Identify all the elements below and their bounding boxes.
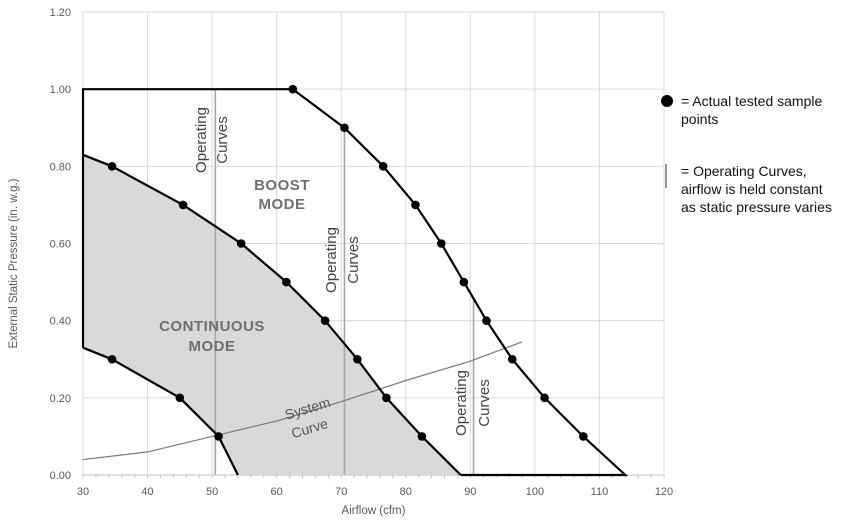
boost-mode-outline [81,88,629,477]
operating-label-1b: Curves [214,116,231,164]
continuous-label-line2: MODE [189,338,236,355]
tested-point [107,354,117,364]
legend-points-text: = Actual tested sample points [681,93,823,127]
black-dot-icon [661,95,673,107]
x-tick-labels: 30 40 50 60 70 80 90 100 110 120 [77,486,673,498]
tested-point [579,432,588,441]
operating-label-2b: Curves [345,236,362,284]
tested-point [540,393,549,403]
boost-label-line2: MODE [259,196,306,213]
tested-point [378,162,388,171]
y-tick-label: 0.80 [50,161,71,173]
tested-point [340,123,349,133]
x-axis-title: Airflow (cfm) [342,505,406,517]
operating-label-1a: Operating [193,107,210,173]
x-tick-label: 80 [400,486,412,498]
tested-point [417,432,427,441]
tested-point [382,393,391,403]
tested-point [282,277,291,287]
tested-point [288,84,298,94]
operating-label-3b: Curves [476,379,493,427]
x-tick-label: 50 [206,486,218,498]
boost-label-line1: BOOST [254,177,310,194]
y-tick-label: 0.20 [50,393,71,405]
continuous-label-line1: CONTINUOUS [159,318,265,335]
tested-point [507,354,517,364]
tested-points [107,84,588,441]
y-tick-label: 0.60 [50,239,71,251]
tested-point [175,393,185,403]
tested-point [436,239,446,248]
legend-curves-text: = Operating Curves, airflow is held cons… [681,163,832,215]
tested-point [482,316,491,325]
tested-point [320,316,330,325]
y-axis-title: External Static Pressure (in. w.g.) [8,178,20,348]
y-tick-label: 0.40 [50,316,71,328]
operating-label-3a: Operating [453,370,470,436]
operating-label-2a: Operating [323,227,340,293]
x-tick-label: 100 [526,486,544,498]
y-tick-label: 0.00 [50,470,71,482]
x-tick-label: 30 [77,486,89,498]
x-tick-label: 90 [464,486,476,498]
x-tick-label: 60 [271,486,283,498]
system-curve [82,341,523,461]
vertical-line-icon [665,164,667,188]
x-tick-label: 120 [655,486,673,498]
x-tick-label: 40 [141,486,153,498]
y-tick-labels: 0.00 0.20 0.40 0.60 0.80 1.00 1.20 [50,7,71,482]
x-tick-label: 110 [591,486,609,498]
tested-point [353,354,362,364]
tested-point [459,277,469,287]
y-tick-label: 1.00 [50,84,71,96]
tested-point [107,162,117,171]
continuous-upper-curve [82,153,462,476]
tested-point [411,200,420,210]
y-tick-label: 1.20 [50,7,71,19]
x-tick-label: 70 [335,486,347,498]
tested-point [236,239,246,248]
tested-point [178,200,188,210]
operating-curve-lines [214,89,475,475]
tested-point [214,432,223,441]
